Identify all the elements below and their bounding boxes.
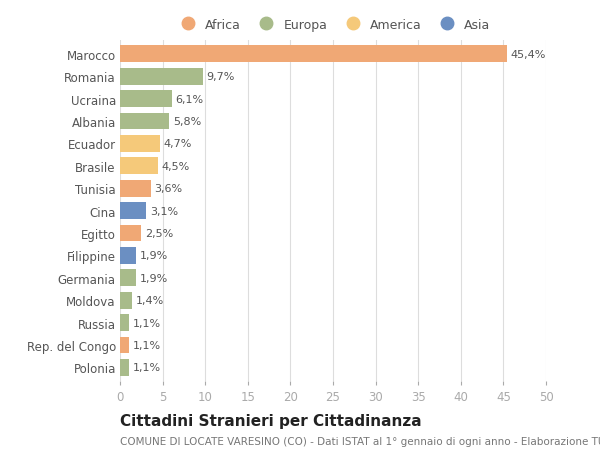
Bar: [120, 337, 130, 353]
Text: 3,1%: 3,1%: [150, 206, 178, 216]
Text: COMUNE DI LOCATE VARESINO (CO) - Dati ISTAT al 1° gennaio di ogni anno - Elabora: COMUNE DI LOCATE VARESINO (CO) - Dati IS…: [120, 436, 600, 446]
Bar: [120, 91, 172, 108]
Text: 45,4%: 45,4%: [510, 50, 545, 60]
Bar: [120, 247, 136, 264]
Text: 1,9%: 1,9%: [140, 251, 168, 261]
Bar: [120, 225, 142, 242]
Legend: Africa, Europa, America, Asia: Africa, Europa, America, Asia: [175, 19, 491, 32]
Bar: [120, 203, 146, 219]
Bar: [120, 270, 136, 286]
Bar: [120, 292, 132, 309]
Text: 4,7%: 4,7%: [163, 139, 192, 149]
Text: 1,1%: 1,1%: [133, 318, 161, 328]
Text: Cittadini Stranieri per Cittadinanza: Cittadini Stranieri per Cittadinanza: [120, 413, 422, 428]
Bar: [120, 46, 507, 63]
Text: 2,5%: 2,5%: [145, 229, 173, 239]
Bar: [120, 69, 203, 85]
Text: 6,1%: 6,1%: [175, 95, 203, 104]
Bar: [120, 136, 160, 152]
Text: 1,1%: 1,1%: [133, 363, 161, 373]
Text: 5,8%: 5,8%: [173, 117, 201, 127]
Text: 3,6%: 3,6%: [154, 184, 182, 194]
Bar: [120, 180, 151, 197]
Text: 4,5%: 4,5%: [162, 162, 190, 172]
Text: 1,9%: 1,9%: [140, 273, 168, 283]
Bar: [120, 359, 130, 376]
Bar: [120, 314, 130, 331]
Bar: [120, 158, 158, 175]
Text: 1,4%: 1,4%: [136, 296, 164, 306]
Text: 9,7%: 9,7%: [206, 72, 235, 82]
Bar: [120, 113, 169, 130]
Text: 1,1%: 1,1%: [133, 340, 161, 350]
